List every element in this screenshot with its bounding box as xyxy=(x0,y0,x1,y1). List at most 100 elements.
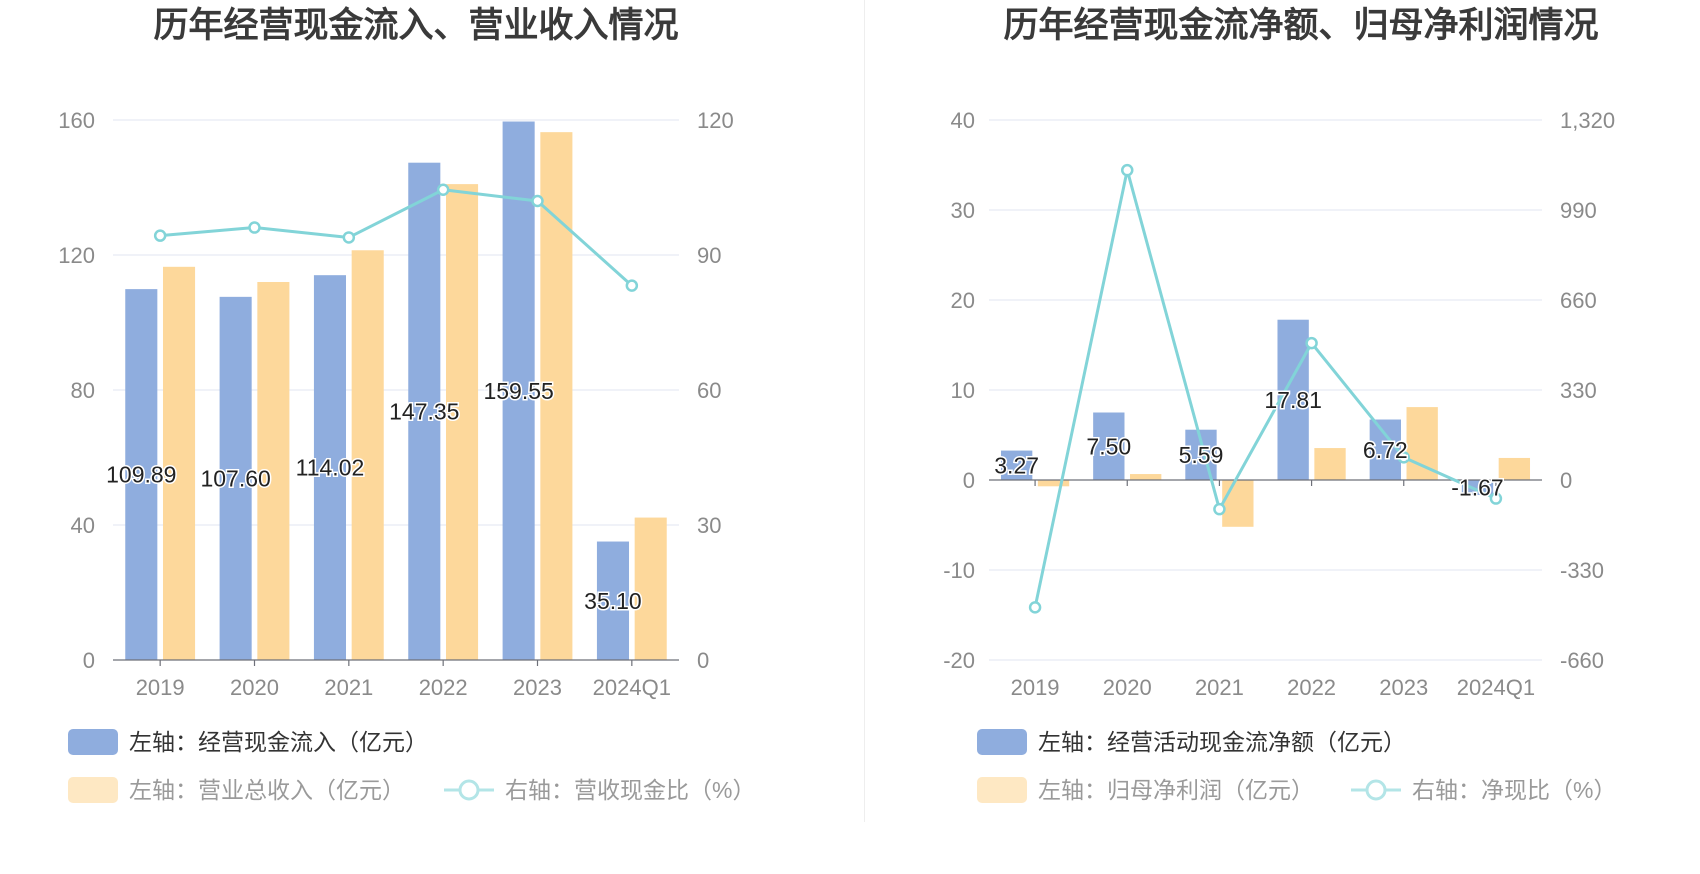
legend-item-net-cash-ratio[interactable]: 右轴：净现比（%） xyxy=(1351,777,1616,803)
line-series-2 xyxy=(1033,168,1497,608)
chart-title-net-cashflow-profit: 历年经营现金流净额、归母净利润情况 xyxy=(1003,6,1599,45)
x-category-label: 2020 xyxy=(1103,675,1152,700)
line-point-2020 xyxy=(1121,163,1134,177)
bar-series-0-2020 xyxy=(1093,412,1125,480)
y-right-tick-label: 660 xyxy=(1560,288,1597,313)
y-left-tick-label: -10 xyxy=(943,558,975,583)
bar-series-0-2020 xyxy=(219,296,252,660)
y-left-tick-label: 160 xyxy=(58,108,95,133)
line-point-2022 xyxy=(1305,336,1318,350)
bar-series-0-2022 xyxy=(1277,319,1309,480)
y-left-tick-label: 80 xyxy=(71,378,95,403)
bar-data-label: 147.35 xyxy=(389,398,459,424)
legend-label: 左轴：营业总收入（亿元） xyxy=(129,777,405,803)
legend-label: 右轴：净现比（%） xyxy=(1412,777,1617,803)
x-category-label: 2019 xyxy=(1011,675,1060,700)
x-category-label: 2023 xyxy=(1379,675,1428,700)
bar-series-0-2019 xyxy=(125,289,158,660)
y-left-tick-label: 40 xyxy=(951,108,975,133)
chart-divider xyxy=(864,0,865,822)
y-right-tick-label: 30 xyxy=(697,513,721,538)
bar-series-1-2020 xyxy=(1130,474,1162,480)
y-left-tick-label: 0 xyxy=(963,468,975,493)
x-category-label: 2024Q1 xyxy=(593,675,671,700)
x-category-label: 2019 xyxy=(136,675,185,700)
legend-line-marker-icon xyxy=(1351,779,1401,801)
bar-series-1-2023 xyxy=(1406,407,1438,480)
y-right-tick-label: 0 xyxy=(1560,468,1572,493)
line-point-2023 xyxy=(1397,451,1410,464)
bar-series-1-2024Q1 xyxy=(634,517,667,660)
y-left-tick-label: 10 xyxy=(951,378,975,403)
legend-swatch-blue xyxy=(977,729,1027,755)
bar-series-0-2023 xyxy=(502,121,535,661)
y-right-tick-label: -660 xyxy=(1560,648,1604,673)
bar-series-1-2019 xyxy=(162,266,196,660)
y-left-tick-label: 20 xyxy=(951,288,975,313)
legend-item-total-revenue[interactable]: 左轴：营业总收入（亿元） xyxy=(68,777,405,803)
y-right-tick-label: 120 xyxy=(697,108,734,133)
bar-series-0-2024Q1 xyxy=(1461,480,1494,496)
legend-item-cash-inflow[interactable]: 左轴：经营现金流入（亿元） xyxy=(68,729,428,755)
bar-data-label: 5.59 xyxy=(1179,442,1224,468)
bar-data-label: 6.72 xyxy=(1363,437,1408,463)
bar-series-0-2022 xyxy=(408,162,441,660)
y-left-tick-label: 120 xyxy=(58,243,95,268)
legend-swatch-yellow xyxy=(977,777,1027,803)
bar-data-label: 17.81 xyxy=(1264,387,1322,413)
line-point-2019 xyxy=(1028,601,1042,614)
bar-data-label: 159.55 xyxy=(483,378,553,404)
bar-series-1-2024Q1 xyxy=(1498,457,1531,480)
bar-data-label: 107.60 xyxy=(200,465,270,491)
bar-series-0-2019 xyxy=(1000,450,1033,480)
x-category-label: 2021 xyxy=(1195,675,1244,700)
line-point-2021 xyxy=(1213,502,1226,516)
y-left-tick-label: 40 xyxy=(71,513,95,538)
bar-series-0-2024Q1 xyxy=(596,541,630,660)
y-right-tick-label: 0 xyxy=(697,648,709,673)
bar-series-1-2020 xyxy=(257,282,290,660)
y-left-tick-label: 0 xyxy=(83,648,95,673)
legend-label: 左轴：经营现金流入（亿元） xyxy=(129,729,428,755)
bar-series-1-2021 xyxy=(351,250,384,660)
bar-series-1-2022 xyxy=(1314,448,1346,480)
line-point-2024Q1 xyxy=(1489,492,1503,505)
line-series-2 xyxy=(160,188,633,287)
legend-line-marker-icon xyxy=(444,779,494,801)
bar-data-label: 114.02 xyxy=(296,455,365,481)
y-right-tick-label: 990 xyxy=(1560,198,1597,223)
legend-item-revenue-cash-ratio[interactable]: 右轴：营收现金比（%） xyxy=(444,777,755,803)
bar-data-label: 35.10 xyxy=(584,588,642,614)
bar-data-label: 7.50 xyxy=(1086,433,1131,459)
legend-item-net-operating-cashflow[interactable]: 左轴：经营活动现金流净额（亿元） xyxy=(977,729,1406,755)
line-point-2020 xyxy=(248,221,261,234)
bar-data-label: 109.89 xyxy=(106,462,176,488)
bar-series-0-2021 xyxy=(313,275,347,660)
legend-swatch-blue xyxy=(68,729,118,755)
chart-title-cash-inflow-revenue: 历年经营现金流入、营业收入情况 xyxy=(153,6,679,45)
x-category-label: 2022 xyxy=(419,675,468,700)
y-right-tick-label: 60 xyxy=(697,378,721,403)
x-category-label: 2022 xyxy=(1287,675,1336,700)
legend-swatch-yellow xyxy=(68,777,118,803)
legend-item-net-profit[interactable]: 左轴：归母净利润（亿元） xyxy=(977,777,1314,803)
bar-series-1-2023 xyxy=(540,132,573,660)
legend-label: 左轴：经营活动现金流净额（亿元） xyxy=(1038,729,1406,755)
x-category-label: 2020 xyxy=(230,675,279,700)
line-point-2024Q1 xyxy=(625,279,639,292)
line-point-2019 xyxy=(153,229,167,242)
bar-series-1-2022 xyxy=(445,184,479,660)
bar-data-label: 3.27 xyxy=(994,452,1039,478)
y-right-tick-label: 90 xyxy=(697,243,721,268)
legend-label: 右轴：营收现金比（%） xyxy=(505,777,756,803)
x-category-label: 2023 xyxy=(513,675,562,700)
y-right-tick-label: 1,320 xyxy=(1560,108,1615,133)
bar-series-1-2019 xyxy=(1037,480,1070,487)
y-left-tick-label: 30 xyxy=(951,198,975,223)
bar-data-label: -1.67 xyxy=(1451,475,1503,501)
y-right-tick-label: -330 xyxy=(1560,558,1604,583)
chart-1-plot: -20 -10 0 10 20 30 40 -660 -330 0 330 660 990 1,320 20… xyxy=(943,108,1615,700)
line-point-2022 xyxy=(436,183,450,196)
